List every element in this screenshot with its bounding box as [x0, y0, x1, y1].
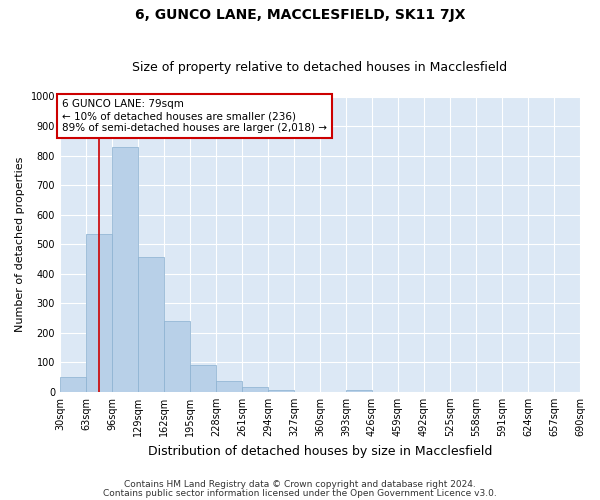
Text: Contains HM Land Registry data © Crown copyright and database right 2024.: Contains HM Land Registry data © Crown c… — [124, 480, 476, 489]
Bar — [346, 390, 372, 392]
X-axis label: Distribution of detached houses by size in Macclesfield: Distribution of detached houses by size … — [148, 444, 492, 458]
Bar — [242, 388, 268, 392]
Title: Size of property relative to detached houses in Macclesfield: Size of property relative to detached ho… — [133, 62, 508, 74]
Bar — [86, 234, 112, 392]
Bar — [138, 258, 164, 392]
Bar — [216, 382, 242, 392]
Bar — [190, 365, 216, 392]
Text: 6, GUNCO LANE, MACCLESFIELD, SK11 7JX: 6, GUNCO LANE, MACCLESFIELD, SK11 7JX — [135, 8, 465, 22]
Text: 6 GUNCO LANE: 79sqm
← 10% of detached houses are smaller (236)
89% of semi-detac: 6 GUNCO LANE: 79sqm ← 10% of detached ho… — [62, 100, 327, 132]
Bar — [164, 321, 190, 392]
Y-axis label: Number of detached properties: Number of detached properties — [15, 156, 25, 332]
Bar — [60, 377, 86, 392]
Bar — [112, 146, 138, 392]
Bar — [268, 390, 294, 392]
Text: Contains public sector information licensed under the Open Government Licence v3: Contains public sector information licen… — [103, 489, 497, 498]
